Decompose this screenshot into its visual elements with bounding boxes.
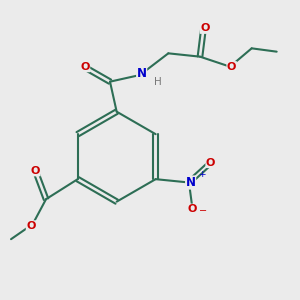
Text: −: − — [199, 206, 207, 216]
Text: +: + — [198, 170, 206, 179]
Text: N: N — [186, 176, 196, 189]
Text: O: O — [26, 221, 36, 231]
Text: O: O — [188, 204, 197, 214]
Text: O: O — [200, 23, 210, 33]
Text: H: H — [154, 77, 162, 87]
Text: O: O — [80, 62, 90, 72]
Text: O: O — [206, 158, 215, 167]
Text: O: O — [31, 166, 40, 176]
Text: N: N — [137, 67, 147, 80]
Text: O: O — [227, 62, 236, 72]
